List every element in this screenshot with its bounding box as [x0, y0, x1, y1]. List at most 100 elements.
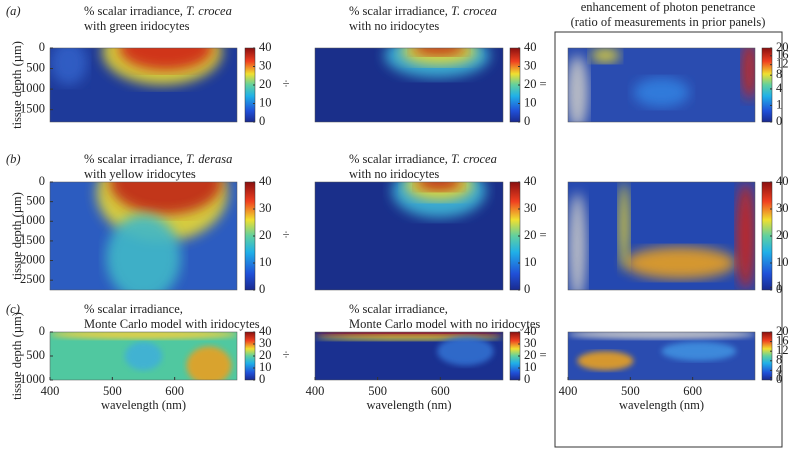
colorbar-tick-label: 12 — [776, 343, 789, 357]
operator: ÷ — [283, 228, 290, 242]
colorbar-tick-label: 30 — [776, 201, 789, 215]
colorbar-tick-label: 0 — [259, 114, 265, 128]
colorbar-tick-label: 30 — [259, 201, 272, 215]
title-text: % scalar irradiance, — [84, 4, 186, 18]
heatmap-region — [186, 346, 232, 380]
title-species: T. derasa — [186, 152, 232, 166]
colorbar-tick-label: 4 — [776, 81, 783, 95]
y-tick-label: 500 — [26, 348, 45, 362]
y-tick-label: 1000 — [20, 372, 45, 386]
heatmap-region — [416, 182, 462, 191]
y-axis-label: tissue depth (µm) — [10, 41, 24, 129]
panel-title: % scalar irradiance, T. crocea — [84, 4, 232, 18]
colorbar-tick-label: 0 — [259, 372, 265, 386]
title-text: % scalar irradiance, — [84, 152, 186, 166]
x-tick-label: 400 — [306, 384, 325, 398]
heatmap-region — [736, 182, 755, 290]
colorbar-tick-label: 0 — [524, 372, 530, 386]
row-label: (c) — [6, 302, 20, 316]
title-species: T. crocea — [186, 4, 232, 18]
colorbar-tick-label: 20 — [259, 77, 272, 91]
heatmap-region — [633, 77, 690, 108]
colorbar-tick-label: 40 — [259, 174, 272, 188]
heatmap — [568, 332, 755, 380]
colorbar — [761, 47, 773, 123]
panel-subtitle: with green iridocytes — [84, 19, 190, 33]
panel-subtitle: with no iridocytes — [349, 19, 439, 33]
operator: = — [539, 348, 546, 362]
heatmap — [568, 48, 755, 122]
heatmap-frame — [49, 47, 238, 123]
heatmap-region — [50, 48, 88, 85]
y-tick-label: 1000 — [20, 213, 45, 227]
colorbar-tick-label: 30 — [259, 58, 272, 72]
colorbar-tick-label: 30 — [524, 201, 537, 215]
heatmap-region — [590, 48, 621, 63]
heatmap-region — [568, 55, 589, 122]
colorbar-tick-label: 30 — [524, 58, 537, 72]
colorbar-tick-label: 30 — [259, 336, 272, 350]
y-tick-label: 0 — [39, 174, 45, 188]
colorbar-tick-label: 20 — [259, 228, 272, 242]
heatmap — [50, 182, 237, 290]
colorbar-tick-label: 20 — [524, 228, 537, 242]
colorbar-tick-label: 10 — [524, 255, 537, 269]
x-tick-label: 500 — [368, 384, 387, 398]
panel-title: % scalar irradiance, T. crocea — [349, 152, 497, 166]
colorbar-tick-label: 0 — [524, 282, 530, 296]
colorbar-tick-label: 40 — [259, 40, 272, 54]
heatmap-region — [624, 246, 737, 280]
colorbar-tick-label: 20 — [524, 77, 537, 91]
panel-title: % scalar irradiance, — [84, 302, 183, 316]
colorbar-tick-label: 8 — [776, 67, 782, 81]
x-tick-label: 600 — [165, 384, 184, 398]
operator: ÷ — [283, 348, 290, 362]
colorbar-tick-label: 1 — [776, 97, 782, 111]
colorbar-tick-label: 40 — [259, 324, 272, 338]
colorbar-tick-label: 10 — [259, 255, 272, 269]
ratio-heading: (ratio of measurements in prior panels) — [571, 15, 766, 29]
colorbar-tick-label: 40 — [524, 40, 537, 54]
colorbar-tick-label: 20 — [776, 324, 789, 338]
colorbar-tick-label: 8 — [776, 353, 782, 367]
heatmap-region — [109, 182, 223, 215]
colorbar-tick-label: 30 — [524, 336, 537, 350]
x-axis-label: wavelength (nm) — [366, 398, 451, 412]
colorbar-tick-label: 20 — [776, 228, 789, 242]
row-label: (b) — [6, 152, 21, 166]
heatmap-frame — [567, 181, 756, 291]
panel-subtitle: with yellow iridocytes — [84, 167, 196, 181]
colorbar-tick-label: 1 — [776, 279, 782, 293]
x-axis-label: wavelength (nm) — [101, 398, 186, 412]
heatmap-region — [50, 332, 237, 340]
colorbar-tick-label: 0 — [776, 372, 782, 386]
colorbar-tick-label: 10 — [776, 255, 789, 269]
x-tick-label: 400 — [559, 384, 578, 398]
heatmap-region — [124, 341, 163, 371]
x-tick-label: 400 — [41, 384, 60, 398]
title-text: % scalar irradiance, — [349, 302, 448, 316]
colorbar-tick-label: 20 — [776, 40, 789, 54]
title-text: % scalar irradiance, — [84, 302, 183, 316]
y-tick-label: 1000 — [20, 81, 45, 95]
panel-subtitle: Monte Carlo model with iridocytes — [84, 317, 260, 331]
colorbar-tick-label: 0 — [776, 282, 782, 296]
y-tick-label: 0 — [39, 40, 45, 54]
colorbar-tick-label: 16 — [776, 333, 789, 347]
y-tick-label: 0 — [39, 324, 45, 338]
heatmap-frame — [314, 331, 504, 381]
y-tick-label: 2000 — [20, 252, 45, 266]
heatmap-frame — [567, 331, 756, 381]
heatmap-region — [568, 332, 755, 340]
x-tick-label: 600 — [683, 384, 702, 398]
y-tick-label: 1500 — [20, 102, 45, 116]
heatmap — [50, 48, 237, 122]
y-tick-label: 500 — [26, 60, 45, 74]
panel-title: % scalar irradiance, T. crocea — [349, 4, 497, 18]
heatmap — [568, 182, 755, 290]
colorbar-tick-label: 16 — [776, 48, 789, 62]
colorbar-tick-label: 10 — [259, 95, 272, 109]
panel-title: % scalar irradiance, T. derasa — [84, 152, 232, 166]
x-tick-label: 500 — [103, 384, 122, 398]
colorbar-tick-label: 4 — [776, 362, 783, 376]
